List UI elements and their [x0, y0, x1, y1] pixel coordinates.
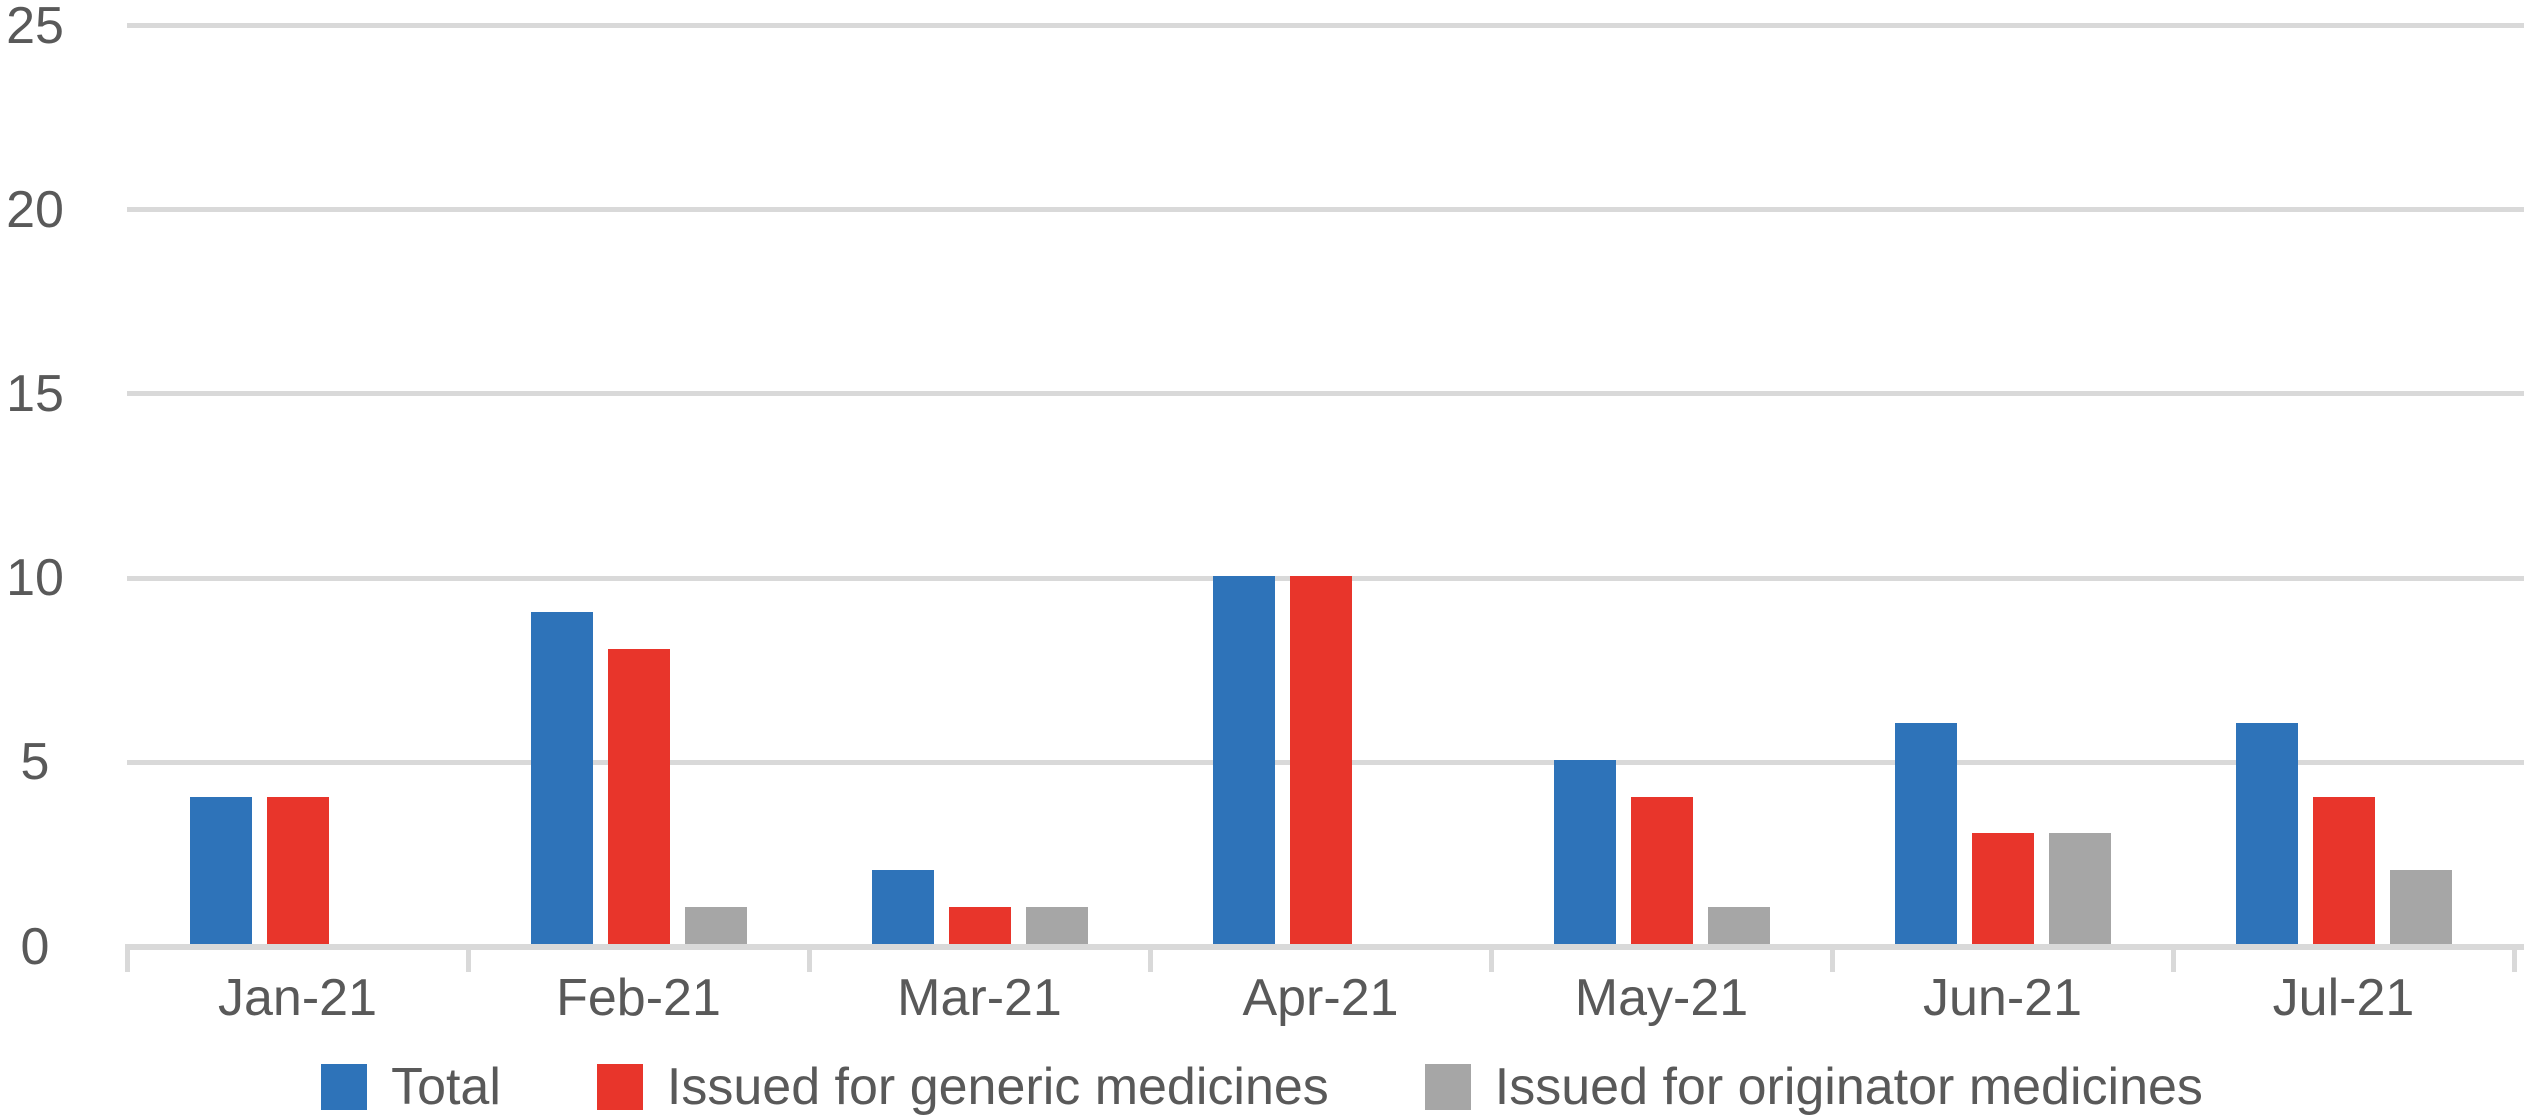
bar-issued-for-originator-medicines-may-21: [1707, 907, 1770, 944]
gridline: [127, 391, 2524, 397]
bar-total-jun-21: [1894, 722, 1957, 944]
legend-swatch-originator-medicines: [1424, 1064, 1471, 1110]
x-axis-tick: [466, 944, 471, 972]
x-axis-label: Jul-21: [2272, 969, 2415, 1027]
bar-total-apr-21: [1212, 575, 1275, 944]
bar-issued-for-originator-medicines-jul-21: [2389, 870, 2452, 944]
legend-label-generic-medicines: Issued for generic medicines: [666, 1058, 1329, 1116]
y-axis-tick-label: 20: [6, 180, 64, 239]
x-axis-line: [127, 944, 2524, 950]
bar-total-may-21: [1553, 759, 1616, 944]
y-axis-tick-label: 10: [6, 549, 64, 608]
x-axis-tick: [1489, 944, 1494, 972]
legend-swatch-generic-medicines: [596, 1064, 643, 1110]
x-axis-tick: [1830, 944, 1835, 972]
x-axis-label: Jun-21: [1923, 969, 2082, 1027]
bar-issued-for-generic-medicines-may-21: [1630, 796, 1693, 944]
legend-swatch-total: [321, 1064, 368, 1110]
y-axis-tick-label: 5: [20, 733, 50, 792]
x-axis-tick: [1148, 944, 1153, 972]
bar-issued-for-originator-medicines-jun-21: [2048, 833, 2111, 944]
legend-item-total: Total: [321, 1059, 501, 1115]
bar-issued-for-originator-medicines-feb-21: [684, 907, 747, 944]
bar-issued-for-originator-medicines-mar-21: [1025, 907, 1088, 944]
bar-issued-for-generic-medicines-feb-21: [607, 649, 670, 944]
bar-issued-for-generic-medicines-apr-21: [1289, 575, 1352, 944]
x-axis-tick: [2512, 944, 2517, 972]
bar-total-jan-21: [189, 796, 252, 944]
x-axis-label: May-21: [1574, 969, 1749, 1027]
x-axis-label: Apr-21: [1242, 969, 1399, 1027]
x-axis-label: Jan-21: [218, 969, 377, 1027]
bar-total-mar-21: [871, 870, 934, 944]
bar-total-feb-21: [530, 612, 593, 944]
y-axis-tick-label: 0: [20, 917, 50, 976]
legend-item-generic-medicines: Issued for generic medicines: [596, 1058, 1329, 1116]
x-axis-tick: [125, 944, 130, 972]
bar-issued-for-generic-medicines-jun-21: [1971, 833, 2034, 944]
bar-issued-for-generic-medicines-mar-21: [948, 907, 1011, 944]
x-axis-label: Feb-21: [556, 969, 721, 1027]
legend-item-originator-medicines: Issued for originator medicines: [1424, 1058, 2203, 1116]
x-axis-tick: [2171, 944, 2176, 972]
x-axis-tick: [807, 944, 812, 972]
legend-label-total: Total: [391, 1058, 501, 1116]
legend-label-originator-medicines: Issued for originator medicines: [1494, 1058, 2203, 1116]
legend: Total Issued for generic medicines Issue…: [0, 1056, 2524, 1118]
bar-issued-for-generic-medicines-jan-21: [266, 796, 329, 944]
y-axis-tick-label: 25: [6, 0, 64, 55]
bar-total-jul-21: [2235, 722, 2298, 944]
gridline: [127, 207, 2524, 213]
gridline: [127, 23, 2524, 28]
x-axis-label: Mar-21: [897, 969, 1062, 1027]
bar-issued-for-generic-medicines-jul-21: [2312, 796, 2375, 944]
y-axis-tick-label: 15: [6, 364, 64, 423]
